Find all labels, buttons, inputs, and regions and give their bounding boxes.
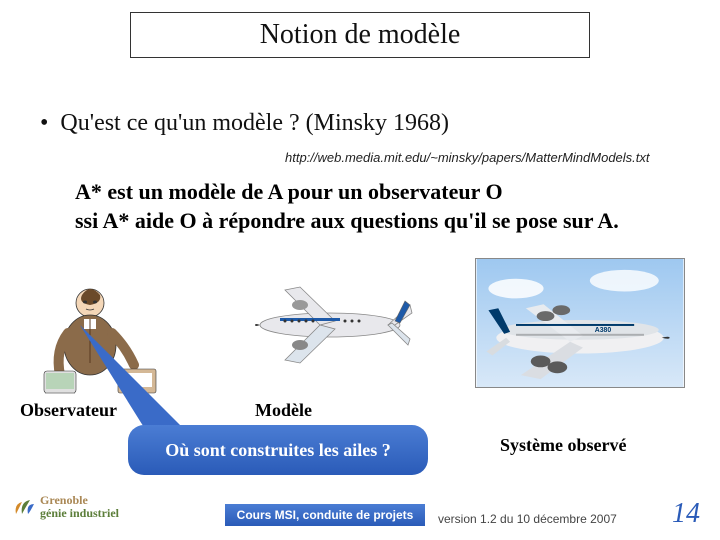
model-illustration [240,265,420,385]
logo-line-2: génie industriel [40,506,119,520]
definition-text: A* est un modèle de A pour un observateu… [75,178,700,235]
footer-course: Cours MSI, conduite de projets [225,504,425,526]
definition-line-1: A* est un modèle de A pour un observateu… [75,178,700,207]
reference-url: http://web.media.mit.edu/~minsky/papers/… [285,150,650,165]
speech-bubble: Où sont construites les ailes ? [128,425,428,475]
svg-text:A380: A380 [595,327,612,334]
model-label: Modèle [255,400,312,421]
footer-version: version 1.2 du 10 décembre 2007 [438,512,617,526]
institution-logo: Grenoble génie industriel [12,494,122,520]
definition-line-2: ssi A* aide O à répondre aux questions q… [75,207,700,236]
slide-title: Notion de modèle [130,12,590,58]
page-number: 14 [672,498,700,530]
bullet-question: Qu'est ce qu'un modèle ? (Minsky 1968) [40,110,449,137]
system-illustration: A380 [475,258,685,388]
logo-line-1: Grenoble [40,493,88,507]
system-label: Système observé [500,435,626,456]
